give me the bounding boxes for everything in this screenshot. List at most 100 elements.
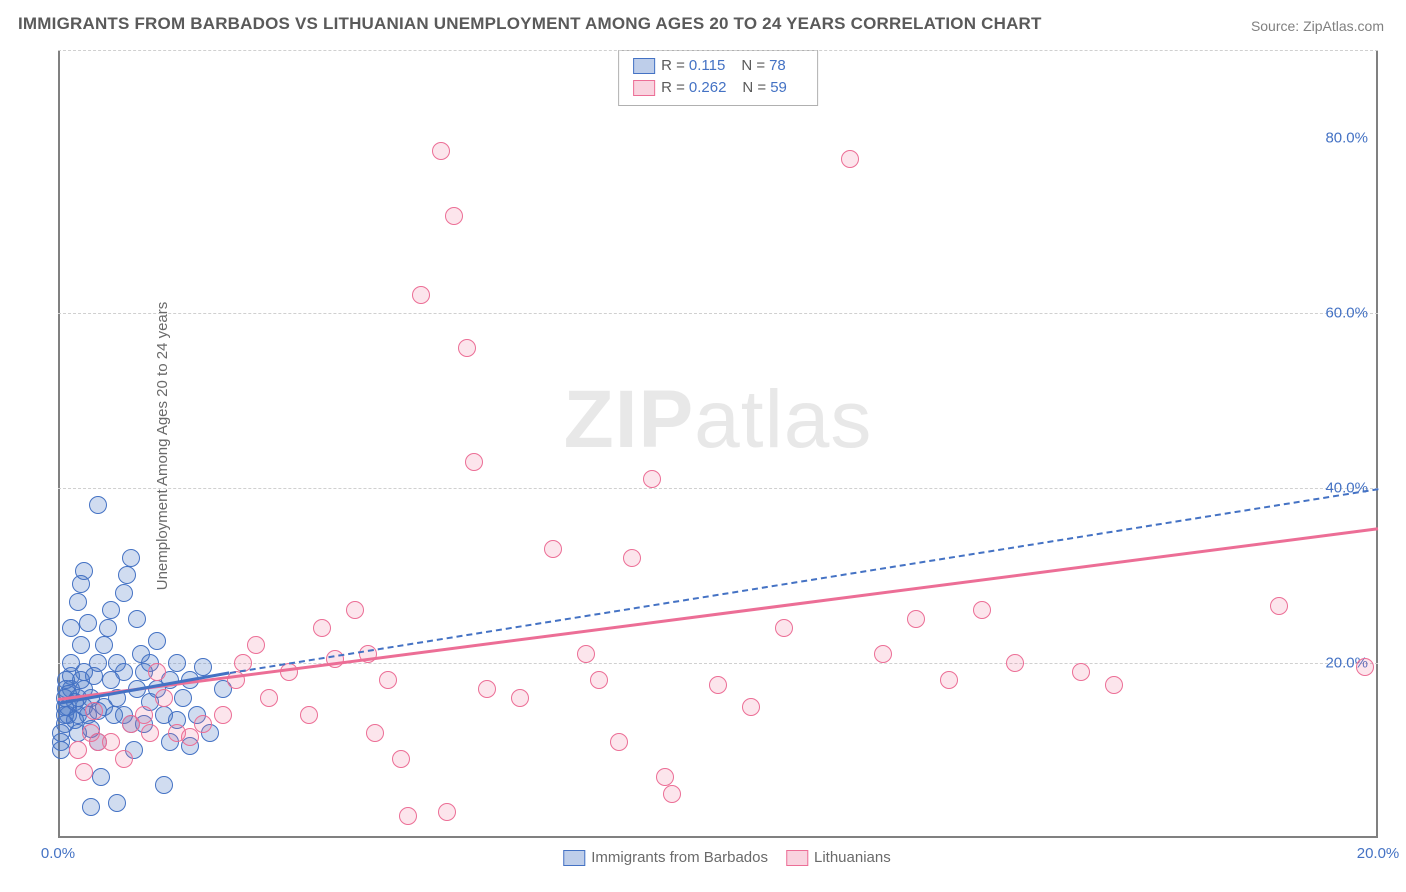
legend-swatch — [633, 80, 655, 96]
data-point — [72, 636, 90, 654]
data-point — [511, 689, 529, 707]
data-point — [366, 724, 384, 742]
data-point — [95, 636, 113, 654]
data-point — [148, 663, 166, 681]
legend-item: Lithuanians — [768, 849, 891, 866]
data-point — [445, 207, 463, 225]
data-point — [438, 803, 456, 821]
legend-n-value: 59 — [770, 79, 787, 96]
data-point — [260, 689, 278, 707]
data-point — [194, 658, 212, 676]
data-point — [940, 671, 958, 689]
legend-n-value: 78 — [769, 57, 786, 74]
data-point — [478, 680, 496, 698]
data-point — [99, 619, 117, 637]
data-point — [69, 741, 87, 759]
data-point — [841, 150, 859, 168]
data-point — [1356, 658, 1374, 676]
data-point — [108, 794, 126, 812]
gridline — [58, 50, 1378, 51]
data-point — [577, 645, 595, 663]
scatter-chart: ZIPatlas R =0.115N =78R =0.262N =59 Immi… — [58, 50, 1378, 838]
data-point — [610, 733, 628, 751]
data-point — [122, 549, 140, 567]
legend-swatch — [786, 850, 808, 866]
data-point — [194, 715, 212, 733]
data-point — [544, 540, 562, 558]
legend-item: Immigrants from Barbados — [545, 849, 768, 866]
data-point — [663, 785, 681, 803]
data-point — [141, 724, 159, 742]
axis-bottom — [58, 836, 1378, 838]
legend-row: R =0.115 N =78 — [633, 55, 803, 77]
y-tick-label: 80.0% — [1325, 129, 1368, 146]
data-point — [313, 619, 331, 637]
data-point — [1270, 597, 1288, 615]
data-point — [135, 706, 153, 724]
data-point — [118, 566, 136, 584]
axis-right — [1376, 50, 1378, 838]
y-tick-label: 60.0% — [1325, 304, 1368, 321]
data-point — [656, 768, 674, 786]
legend-swatch — [563, 850, 585, 866]
legend-series: Immigrants from BarbadosLithuanians — [545, 849, 890, 866]
data-point — [174, 689, 192, 707]
data-point — [85, 702, 103, 720]
data-point — [214, 706, 232, 724]
chart-title: IMMIGRANTS FROM BARBADOS VS LITHUANIAN U… — [18, 14, 1042, 34]
x-tick-label: 0.0% — [41, 845, 75, 862]
gridline — [58, 488, 1378, 489]
data-point — [92, 768, 110, 786]
data-point — [82, 798, 100, 816]
data-point — [89, 654, 107, 672]
data-point — [775, 619, 793, 637]
data-point — [432, 142, 450, 160]
legend-swatch — [633, 58, 655, 74]
source-label: Source: ZipAtlas.com — [1251, 18, 1384, 34]
trend-line — [229, 488, 1378, 674]
legend-row: R =0.262 N =59 — [633, 77, 803, 99]
data-point — [458, 339, 476, 357]
data-point — [709, 676, 727, 694]
data-point — [102, 733, 120, 751]
legend-r-value: 0.115 — [689, 57, 725, 74]
data-point — [590, 671, 608, 689]
legend-n-label: N = — [742, 79, 766, 96]
data-point — [89, 496, 107, 514]
data-point — [1006, 654, 1024, 672]
data-point — [115, 750, 133, 768]
legend-r-label: R = — [661, 79, 685, 96]
data-point — [247, 636, 265, 654]
data-point — [874, 645, 892, 663]
data-point — [1072, 663, 1090, 681]
data-point — [155, 776, 173, 794]
gridline — [58, 663, 1378, 664]
data-point — [155, 689, 173, 707]
data-point — [412, 286, 430, 304]
data-point — [115, 663, 133, 681]
data-point — [102, 601, 120, 619]
legend-n-label: N = — [741, 57, 765, 74]
data-point — [300, 706, 318, 724]
data-point — [181, 728, 199, 746]
x-tick-label: 20.0% — [1357, 845, 1400, 862]
data-point — [399, 807, 417, 825]
data-point — [69, 593, 87, 611]
data-point — [907, 610, 925, 628]
data-point — [62, 619, 80, 637]
data-point — [465, 453, 483, 471]
data-point — [148, 632, 166, 650]
legend-correlation: R =0.115N =78R =0.262N =59 — [618, 50, 818, 106]
data-point — [623, 549, 641, 567]
data-point — [379, 671, 397, 689]
legend-r-label: R = — [661, 57, 685, 74]
data-point — [115, 584, 133, 602]
data-point — [168, 654, 186, 672]
data-point — [75, 763, 93, 781]
data-point — [75, 562, 93, 580]
legend-r-value: 0.262 — [689, 79, 727, 96]
watermark: ZIPatlas — [564, 373, 873, 467]
data-point — [643, 470, 661, 488]
data-point — [973, 601, 991, 619]
data-point — [128, 610, 146, 628]
